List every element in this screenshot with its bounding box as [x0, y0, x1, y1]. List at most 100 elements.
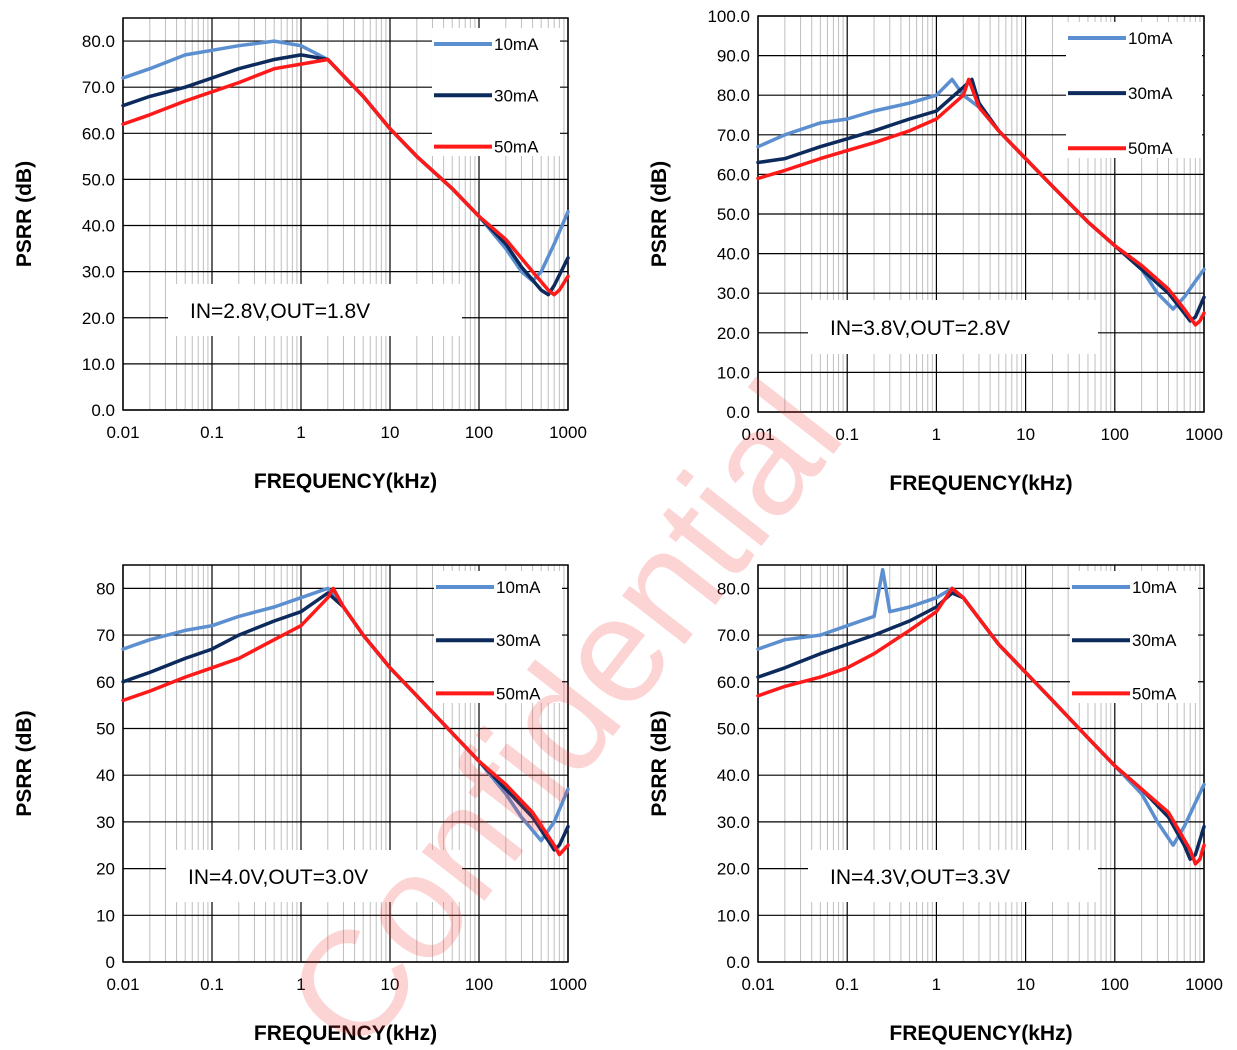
- y-tick-label: 50.0: [717, 205, 750, 224]
- x-tick-label: 0.1: [835, 425, 859, 444]
- legend-label: 50mA: [494, 138, 539, 157]
- series-line-50mA: [756, 586, 1206, 866]
- legend-label: 50mA: [1128, 139, 1173, 158]
- y-tick-label: 70.0: [717, 126, 750, 145]
- legend-box: [1066, 22, 1202, 158]
- y-tick-label: 30.0: [717, 284, 750, 303]
- x-tick-label: 0.01: [106, 975, 139, 994]
- y-tick-label: 20.0: [82, 309, 115, 328]
- annotation-text: IN=2.8V,OUT=1.8V: [190, 300, 370, 323]
- y-tick-label: 30.0: [82, 263, 115, 282]
- y-tick-label: 70.0: [717, 626, 750, 645]
- x-tick-label: 10: [381, 975, 400, 994]
- annotation-text: IN=4.3V,OUT=3.3V: [830, 866, 1010, 889]
- condition-annotation: IN=4.0V,OUT=3.0V: [166, 850, 462, 902]
- x-tick-label: 100: [1101, 975, 1129, 994]
- legend-label: 10mA: [1132, 578, 1177, 597]
- x-tick-label: 0.1: [200, 975, 224, 994]
- x-axis-title: FREQUENCY(kHz): [889, 472, 1072, 495]
- psrr-chart-4: 0.01 0.1 1 10 100 1000 0.0 10.0 20.0 30.0 40.0 50.0…: [648, 564, 1223, 1045]
- y-tick-label: 30: [96, 813, 115, 832]
- legend-label: 30mA: [496, 631, 541, 650]
- x-tick-label: 1000: [549, 975, 587, 994]
- x-tick-label: 0.01: [741, 975, 774, 994]
- legend-label: 10mA: [1128, 29, 1173, 48]
- x-tick-label: 1: [932, 425, 941, 444]
- legend-box: [1070, 571, 1198, 703]
- x-tick-label: 0.1: [200, 423, 224, 442]
- legend-label: 30mA: [494, 86, 539, 105]
- y-tick-label: 60: [96, 673, 115, 692]
- condition-annotation: IN=2.8V,OUT=1.8V: [168, 284, 462, 336]
- legend-label: 10mA: [496, 578, 541, 597]
- y-tick-label: 10: [96, 906, 115, 925]
- x-tick-label: 0.01: [741, 425, 774, 444]
- y-tick-label: 50.0: [717, 719, 750, 738]
- y-tick-label: 80.0: [717, 579, 750, 598]
- legend: 10mA 30mA 50mA: [1070, 571, 1198, 703]
- x-axis-title: FREQUENCY(kHz): [254, 470, 437, 493]
- y-tick-label: 10.0: [717, 363, 750, 382]
- x-tick-label: 1: [296, 975, 305, 994]
- annotation-text: IN=3.8V,OUT=2.8V: [830, 317, 1010, 340]
- y-tick-label: 60.0: [717, 165, 750, 184]
- plot-frame: [757, 15, 1205, 413]
- psrr-chart-3: 0.01 0.1 1 10 100 1000 0 10 20 30 40 50 60 70 80 10mA 30…: [13, 564, 587, 1045]
- y-tick-label: 10.0: [717, 906, 750, 925]
- y-axis-title: PSRR (dB): [13, 161, 36, 267]
- x-tick-label: 100: [1101, 425, 1129, 444]
- annotation-box: [808, 850, 1098, 902]
- condition-annotation: IN=4.3V,OUT=3.3V: [808, 850, 1098, 902]
- y-tick-label: 30.0: [717, 813, 750, 832]
- y-axis-title: PSRR (dB): [648, 161, 671, 267]
- y-tick-label: 80.0: [717, 86, 750, 105]
- y-tick-label: 40.0: [82, 217, 115, 236]
- legend-box: [434, 571, 562, 703]
- y-tick-label: 0.0: [726, 403, 750, 422]
- condition-annotation: IN=3.8V,OUT=2.8V: [808, 300, 1098, 354]
- x-tick-label: 1000: [1185, 975, 1223, 994]
- legend-label: 50mA: [1132, 684, 1177, 703]
- y-tick-label: 100.0: [707, 7, 750, 26]
- x-tick-label: 10: [1016, 975, 1035, 994]
- x-tick-label: 1: [932, 975, 941, 994]
- y-axis-title: PSRR (dB): [13, 710, 36, 816]
- legend-box: [432, 28, 560, 156]
- series-group: [121, 586, 570, 857]
- legend-label: 10mA: [494, 35, 539, 54]
- legend-label: 30mA: [1128, 84, 1173, 103]
- y-tick-label: 10.0: [82, 355, 115, 374]
- y-tick-label: 90.0: [717, 47, 750, 66]
- y-tick-label: 40.0: [717, 766, 750, 785]
- series-line-50mA: [121, 57, 570, 297]
- legend: 10mA 30mA 50mA: [432, 28, 560, 157]
- y-tick-label: 0.0: [91, 401, 115, 420]
- x-axis-title: FREQUENCY(kHz): [254, 1022, 437, 1045]
- legend-label: 50mA: [496, 684, 541, 703]
- y-tick-label: 20.0: [717, 324, 750, 343]
- series-group: [756, 77, 1206, 327]
- x-tick-label: 1000: [1185, 425, 1223, 444]
- y-tick-label: 0: [106, 953, 115, 972]
- legend: 10mA 30mA 50mA: [1066, 22, 1202, 158]
- y-tick-label: 80: [96, 579, 115, 598]
- series-group: [121, 39, 570, 297]
- annotation-box: [808, 300, 1098, 354]
- annotation-box: [168, 284, 462, 336]
- y-tick-label: 20: [96, 860, 115, 879]
- series-line-50mA: [121, 586, 570, 857]
- x-tick-label: 0.1: [835, 975, 859, 994]
- y-tick-label: 70: [96, 626, 115, 645]
- x-tick-label: 1000: [549, 423, 587, 442]
- series-group: [756, 567, 1206, 866]
- plot-frame: [757, 564, 1205, 963]
- y-tick-label: 20.0: [717, 860, 750, 879]
- y-tick-label: 70.0: [82, 78, 115, 97]
- legend: 10mA 30mA 50mA: [434, 571, 562, 703]
- y-axis-title: PSRR (dB): [648, 710, 671, 816]
- x-tick-label: 100: [465, 975, 493, 994]
- x-tick-label: 10: [381, 423, 400, 442]
- x-axis-title: FREQUENCY(kHz): [889, 1022, 1072, 1045]
- x-tick-label: 10: [1016, 425, 1035, 444]
- series-line-50mA: [756, 77, 1206, 327]
